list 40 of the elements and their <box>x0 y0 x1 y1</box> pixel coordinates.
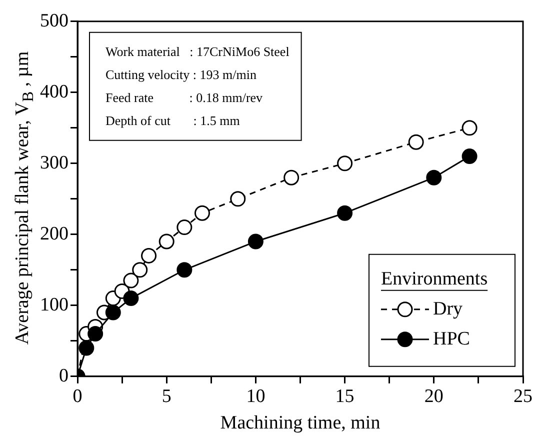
legend-label: Dry <box>433 298 464 320</box>
y-tick-label: 100 <box>40 294 68 316</box>
point <box>194 205 210 221</box>
annotation: Feed rate : 0.18 mm/rev <box>106 90 264 105</box>
point <box>88 326 104 342</box>
legend-title: Environments <box>381 268 488 290</box>
x-tick-label: 10 <box>246 386 266 407</box>
x-tick-label: 0 <box>72 386 82 407</box>
point <box>462 120 478 136</box>
annotation: Depth of cut : 1.5 mm <box>106 112 240 128</box>
point <box>132 262 148 278</box>
x-tick-label: 5 <box>162 386 172 407</box>
point <box>462 148 478 164</box>
point <box>176 262 192 278</box>
annotation: Cutting velocity : 193 m/min <box>106 66 257 82</box>
y-tick-label: 300 <box>40 152 68 174</box>
y-tick-label: 0 <box>59 365 68 386</box>
point <box>123 272 139 288</box>
point <box>78 340 94 356</box>
point <box>337 205 353 221</box>
point <box>248 234 264 250</box>
annotation: Work material : 17CrNiMo6 Steel <box>106 44 290 59</box>
x-axis-title: Machining time, min <box>220 412 381 434</box>
point <box>141 248 157 264</box>
point <box>408 134 424 150</box>
point <box>337 156 353 172</box>
x-tick-label: 15 <box>335 386 354 407</box>
x-tick-label: 20 <box>424 386 444 407</box>
point <box>284 170 300 186</box>
point <box>230 191 246 207</box>
point <box>158 234 174 250</box>
point <box>123 290 139 306</box>
y-tick-label: 400 <box>40 81 68 102</box>
point <box>105 304 121 320</box>
legend-label: HPC <box>433 328 470 350</box>
y-tick-label: 200 <box>40 223 68 244</box>
y-tick-label: 500 <box>40 10 68 32</box>
point <box>176 220 192 236</box>
x-tick-label: 25 <box>514 386 532 407</box>
point <box>426 170 442 186</box>
